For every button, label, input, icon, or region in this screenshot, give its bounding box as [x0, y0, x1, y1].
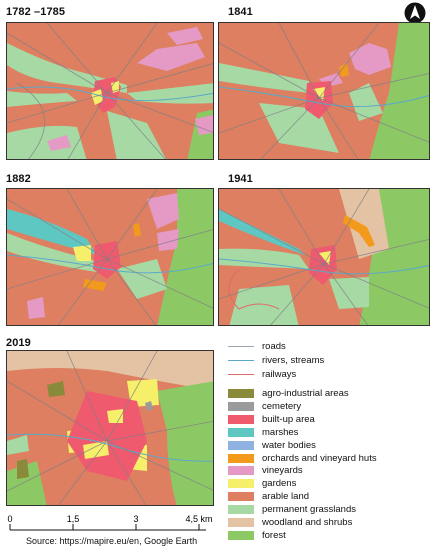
- legend-swatch: [228, 466, 254, 476]
- legend-agro-industrial-areas: agro-industrial areas: [228, 388, 349, 399]
- scale-bar: 0 1,5 3 4,5 km: [7, 514, 213, 531]
- legend-label: forest: [262, 529, 286, 541]
- panel-title-1782: 1782 –1785: [6, 6, 66, 18]
- legend-label: arable land: [262, 491, 310, 503]
- legend-label: marshes: [262, 426, 299, 438]
- panel-title-1841: 1841: [228, 6, 253, 18]
- legend-label: gardens: [262, 478, 297, 490]
- legend-label: vineyards: [262, 465, 303, 477]
- legend-label: built-up area: [262, 413, 315, 425]
- legend-swatch: [228, 440, 254, 450]
- legend-label: cemetery: [262, 400, 302, 412]
- panel-title-1941: 1941: [228, 173, 253, 185]
- legend-gardens: gardens: [228, 478, 296, 489]
- legend-swatch: [228, 492, 254, 502]
- legend-swatch: [228, 427, 254, 437]
- legend-swatch: [228, 401, 254, 411]
- source-caption: Source: https://mapire.eu/en, Google Ear…: [26, 536, 198, 546]
- scale-tick-3: 4,5 km: [185, 514, 212, 524]
- legend-arable-land: arable land: [228, 491, 309, 502]
- map-1941: [218, 188, 430, 326]
- legend-swatch: [228, 453, 254, 463]
- legend-label: agro-industrial areas: [262, 388, 349, 399]
- legend-label: railways: [262, 369, 297, 380]
- legend-water-bodies: water bodies: [228, 440, 316, 451]
- scale-tick-0: 0: [7, 514, 12, 524]
- legend-swatch: [228, 505, 254, 515]
- legend-label: roads: [262, 341, 286, 352]
- legend-rivers-streams: rivers, streams: [228, 354, 324, 367]
- legend-swatch: [228, 479, 254, 489]
- legend-swatch: [228, 530, 254, 540]
- legend-swatch: [228, 414, 254, 424]
- legend-cemetery: cemetery: [228, 401, 301, 412]
- rivers-line-symbol: [228, 360, 254, 361]
- scale-tick-1: 1,5: [67, 514, 80, 524]
- legend-built-up-area: built-up area: [228, 414, 315, 425]
- map-2019: [6, 350, 214, 506]
- legend-woodland-shrubs: woodland and shrubs: [228, 517, 352, 528]
- legend-railways: railways: [228, 368, 296, 381]
- railways-line-symbol: [228, 374, 254, 375]
- scale-tick-2: 3: [133, 514, 138, 524]
- legend-vineyards: vineyards: [228, 465, 303, 476]
- roads-line-symbol: [228, 346, 254, 347]
- legend-marshes: marshes: [228, 427, 298, 438]
- legend-swatch: [228, 518, 254, 527]
- legend-roads: roads: [228, 340, 286, 353]
- legend-permanent-grasslands: permanent grasslands: [228, 504, 356, 515]
- legend-label: water bodies: [262, 439, 316, 451]
- panel-title-2019: 2019: [6, 337, 31, 349]
- legend-forest: forest: [228, 530, 286, 541]
- legend-swatch: [228, 389, 254, 398]
- map-1882: [6, 188, 214, 326]
- map-1782-1785: [6, 22, 214, 160]
- map-1841: [218, 22, 430, 160]
- north-arrow-icon: [404, 2, 426, 24]
- legend-label: woodland and shrubs: [262, 517, 353, 528]
- legend-orchards-vineyard-huts: orchards and vineyard huts: [228, 453, 377, 464]
- legend-label: orchards and vineyard huts: [262, 452, 377, 464]
- panel-title-1882: 1882: [6, 173, 31, 185]
- legend-label: rivers, streams: [262, 355, 325, 366]
- legend-label: permanent grasslands: [262, 504, 356, 516]
